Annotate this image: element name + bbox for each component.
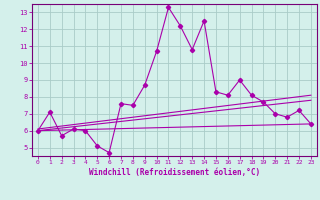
X-axis label: Windchill (Refroidissement éolien,°C): Windchill (Refroidissement éolien,°C) <box>89 168 260 177</box>
